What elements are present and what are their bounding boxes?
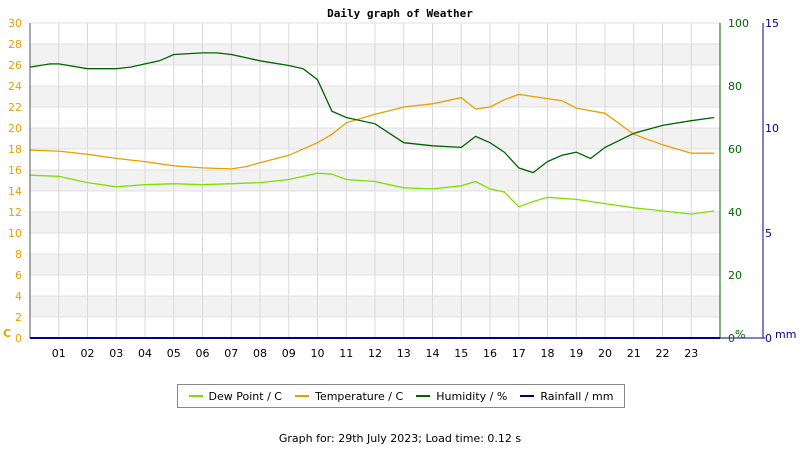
chart-title: Daily graph of Weather [327,7,473,20]
humidity-tick-label: 100 [728,17,749,30]
temp-axis-unit: C [3,327,11,340]
x-tick-label: 05 [167,347,181,360]
legend-entry: Dew Point / C [188,389,282,403]
temp-tick-label: 24 [8,80,22,93]
humidity-tick-label: 20 [728,269,742,282]
series-line [29,93,715,170]
x-tick-label: 18 [541,347,555,360]
x-tick-label: 09 [282,347,296,360]
rainfall-tick-label: 10 [765,122,779,135]
temp-tick-label: 0 [15,332,22,345]
legend-entry: Humidity / % [416,390,507,403]
rainfall-tick-label: 5 [765,227,772,240]
temp-tick-label: 20 [8,122,22,135]
humidity-axis-unit: % [735,328,745,341]
x-tick-label: 21 [627,347,641,360]
axes [29,23,765,339]
x-tick-label: 11 [339,347,353,360]
x-tick-label: 16 [483,347,497,360]
rainfall-tick-label: 0 [765,332,772,345]
x-tick-label: 20 [598,347,612,360]
x-tick-label: 15 [454,347,468,360]
humidity-tick-label: 0 [728,332,735,345]
legend-swatch [188,395,203,397]
legend-entry: Rainfall / mm [520,390,613,403]
series-line [29,52,715,174]
temp-tick-label: 6 [15,269,22,282]
temp-tick-label: 18 [8,143,22,156]
humidity-tick-label: 80 [728,80,742,93]
rainfall-tick-label: 15 [765,17,779,30]
legend-label: Dew Point / C [208,389,282,403]
temp-tick-label: 10 [8,227,22,240]
series-line [29,172,715,215]
x-tick-label: 12 [368,347,382,360]
footer-text: Graph for: 29th July 2023; Load time: 0.… [278,432,522,445]
x-tick-label: 23 [684,347,698,360]
legend-swatch [416,395,431,397]
x-tick-label: 13 [397,347,411,360]
x-tick-label: 22 [656,347,670,360]
temp-tick-label: 14 [8,185,22,198]
x-tick-label: 01 [52,347,66,360]
x-tick-label: 07 [224,347,238,360]
temp-tick-label: 16 [8,164,22,177]
x-tick-label: 10 [311,347,325,360]
x-tick-label: 02 [81,347,95,360]
humidity-tick-label: 60 [728,143,742,156]
temp-tick-label: 8 [15,248,22,261]
temp-tick-label: 2 [15,311,22,324]
legend-label: Rainfall / mm [540,389,614,403]
legend: Dew Point / C Temperature / C Humidity / %… [177,384,625,408]
x-tick-label: 17 [512,347,526,360]
x-tick-label: 19 [569,347,583,360]
x-tick-label: 06 [196,347,210,360]
x-tick-label: 08 [253,347,267,360]
legend-label: Temperature / C [315,389,404,403]
weather-chart: Daily graph of Weather 02468101214161820… [3,7,796,360]
temp-tick-label: 4 [15,290,22,303]
temp-tick-label: 22 [8,101,22,114]
temp-tick-label: 12 [8,206,22,219]
legend-entry: Temperature / C [295,390,403,403]
gridlines [30,22,720,339]
temp-tick-label: 30 [8,17,22,30]
x-tick-label: 14 [426,347,440,360]
humidity-tick-label: 40 [728,206,742,219]
legend-swatch [295,395,310,397]
x-tick-label: 03 [109,347,123,360]
x-tick-label: 04 [138,347,152,360]
legend-label: Humidity / % [436,389,508,403]
temp-tick-label: 26 [8,59,22,72]
rainfall-axis-unit: mm [775,328,796,341]
temp-tick-label: 28 [8,38,22,51]
legend-swatch [520,395,535,397]
